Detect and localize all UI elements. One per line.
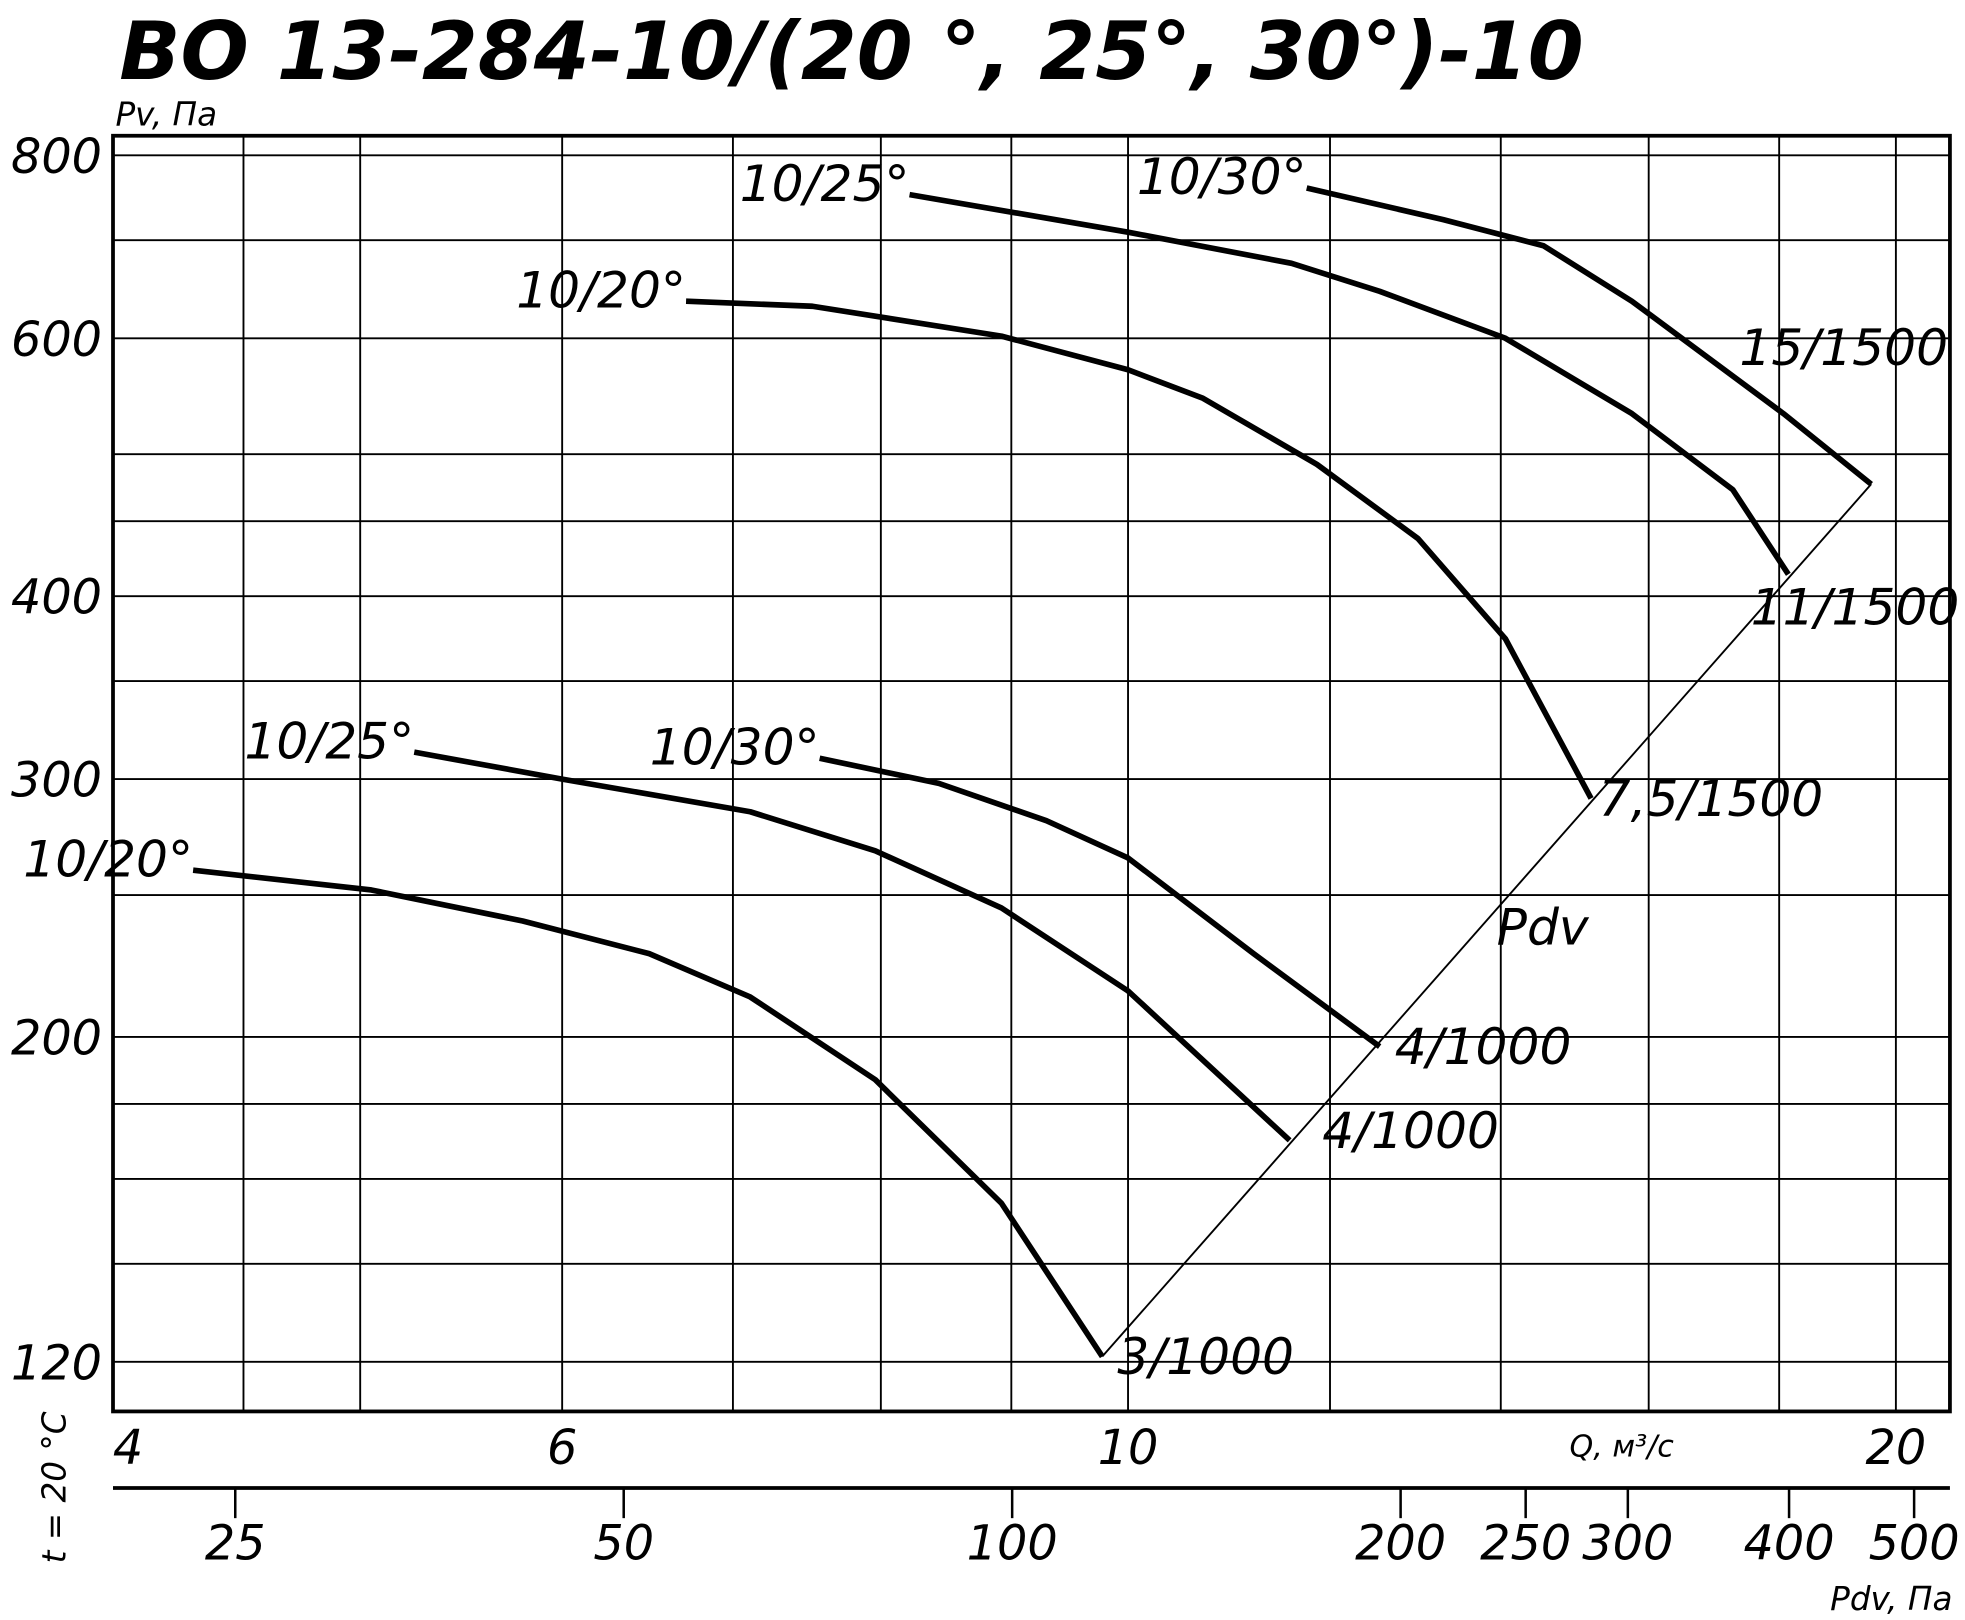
pdv-line xyxy=(1101,483,1872,1358)
fan-curve xyxy=(909,191,1791,576)
curve-end-label: 15/1500 xyxy=(1739,318,1948,377)
pdv-line-label: Pdv xyxy=(1497,897,1590,956)
curve-label: 10/20° xyxy=(23,829,193,888)
curve-label: 10/30° xyxy=(1137,147,1307,206)
pdv-tick-label: 25 xyxy=(205,1517,266,1572)
y-tick-label: 400 xyxy=(11,571,102,626)
curve-label: 10/20° xyxy=(516,260,686,319)
fan-curve xyxy=(413,749,1292,1143)
fan-curve xyxy=(192,867,1105,1359)
y-tick-label: 300 xyxy=(11,754,102,809)
pdv-tick-label: 200 xyxy=(1355,1517,1446,1572)
pdv-tick-label: 100 xyxy=(967,1517,1058,1572)
curve-label: 10/25° xyxy=(244,711,414,770)
x-tick-label: 6 xyxy=(547,1421,577,1476)
x-tick-label: 20 xyxy=(1866,1421,1927,1476)
y-axis-label: Pv, Па xyxy=(116,96,218,134)
curve-end-label: 3/1000 xyxy=(1117,1327,1294,1386)
pdv-tick-label: 250 xyxy=(1480,1517,1571,1572)
y-tick-label: 600 xyxy=(11,313,102,368)
curve-end-label: 4/1000 xyxy=(1395,1017,1572,1076)
x-axis-label: Q, м³/с xyxy=(1569,1430,1674,1465)
curve-end-label: 4/1000 xyxy=(1322,1101,1499,1160)
y-tick-label: 120 xyxy=(11,1336,102,1391)
pdv-tick-label: 50 xyxy=(593,1517,654,1572)
temperature-note: t = 20 °C xyxy=(35,1411,73,1563)
pdv-tick-label: 300 xyxy=(1582,1517,1673,1572)
fan-curve xyxy=(1306,185,1873,487)
y-tick-label: 200 xyxy=(11,1012,102,1067)
curve-label: 10/25° xyxy=(740,154,910,213)
pdv-axis-label: Pdv, Па xyxy=(1830,1580,1952,1618)
curve-label: 10/30° xyxy=(650,718,820,777)
x-tick-label: 4 xyxy=(113,1421,143,1476)
chart-title: ВО 13-284-10/(20 °, 25°, 30°)-10 xyxy=(119,4,1583,98)
curve-end-label: 11/1500 xyxy=(1751,577,1960,636)
pdv-tick-label: 400 xyxy=(1744,1517,1835,1572)
fan-curve xyxy=(685,298,1594,800)
x-tick-label: 10 xyxy=(1098,1421,1159,1476)
pdv-tick-label: 500 xyxy=(1869,1517,1960,1572)
curve-end-label: 7,5/1500 xyxy=(1599,769,1824,828)
y-tick-label: 800 xyxy=(11,130,102,185)
fan-curve xyxy=(819,755,1382,1049)
